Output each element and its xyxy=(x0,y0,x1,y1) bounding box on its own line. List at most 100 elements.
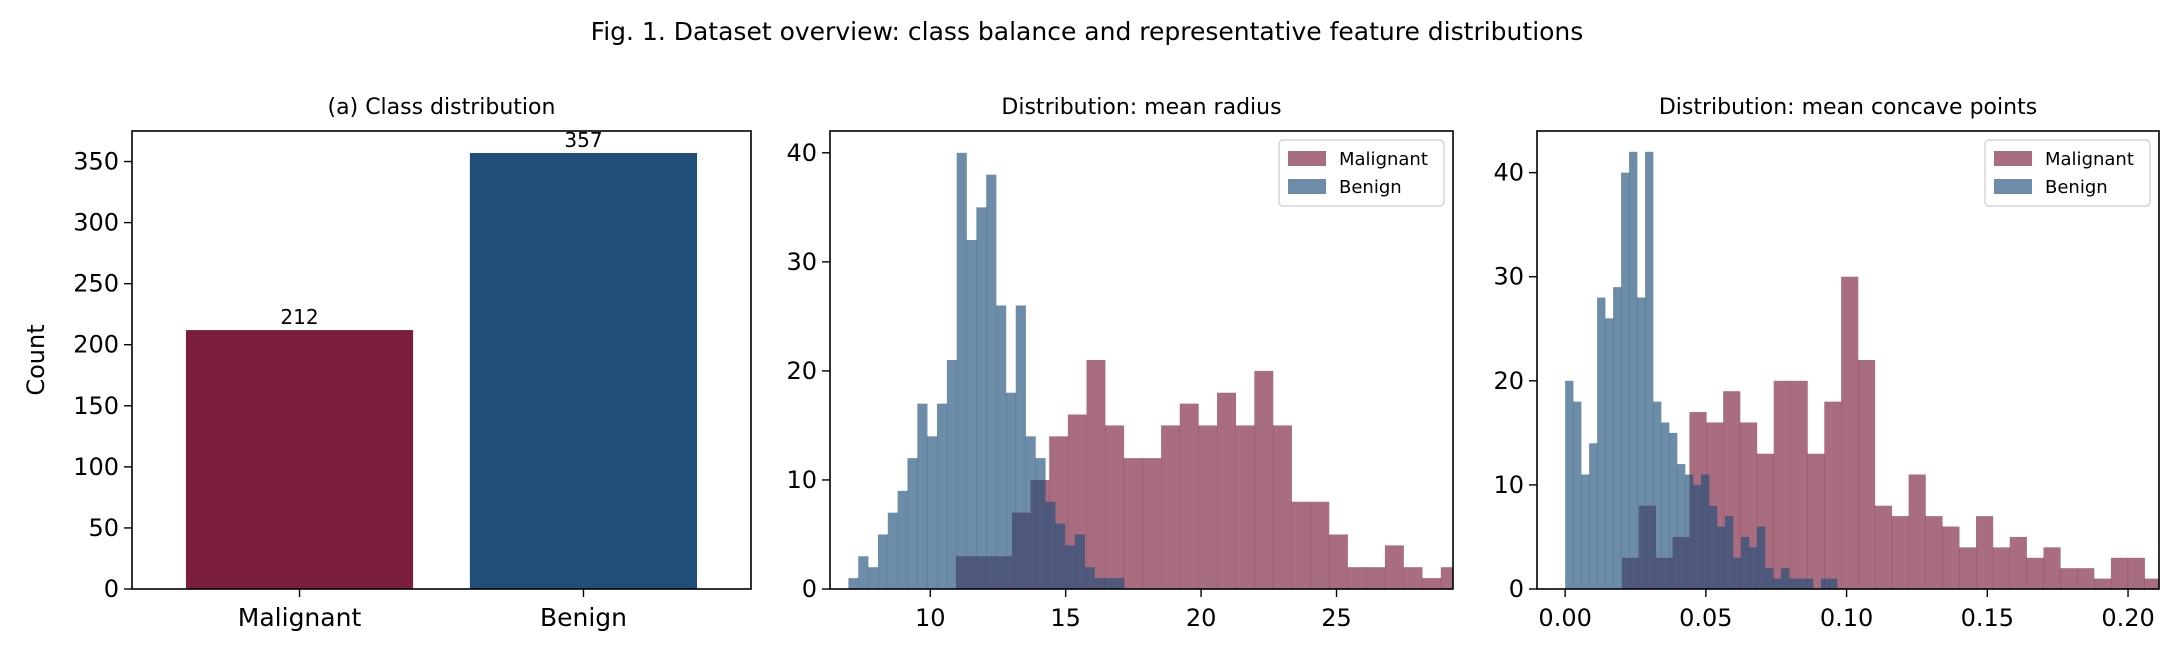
hist-bar-malignant xyxy=(1992,547,2011,589)
hist-bar-benign xyxy=(1804,578,1814,589)
hist-bar-malignant xyxy=(1142,458,1162,589)
hist-bar-benign xyxy=(1733,557,1742,589)
hist-bar-malignant xyxy=(2110,557,2129,589)
hist-bar-benign xyxy=(1677,464,1686,589)
x-tick-label: Malignant xyxy=(238,603,362,632)
hist-bar-malignant xyxy=(1942,526,1960,589)
hist-bar-benign xyxy=(1764,568,1774,589)
hist-bar-benign xyxy=(1788,578,1798,589)
hist-bar-benign xyxy=(1669,432,1678,589)
hist-bar-malignant xyxy=(1291,501,1311,589)
hist-bar-benign xyxy=(1084,567,1095,589)
hist-bar-benign xyxy=(1045,501,1056,589)
hist-bar-malignant xyxy=(2009,536,2027,589)
y-tick-label: 50 xyxy=(88,514,119,542)
hist-bar-malignant xyxy=(1254,370,1274,589)
legend-label-malignant: Malignant xyxy=(2045,149,2134,170)
x-tick-label: 15 xyxy=(1050,604,1081,632)
hist-bar-benign xyxy=(897,490,908,589)
hist-bar-malignant xyxy=(2043,547,2061,589)
series-benign xyxy=(1565,151,1838,589)
hist-bar-malignant xyxy=(1086,360,1106,589)
hist-bar-benign xyxy=(1581,474,1590,589)
x-tick-label: 0.15 xyxy=(1961,604,2014,632)
hist-bar-malignant xyxy=(2026,557,2044,589)
hist-bar-malignant xyxy=(1440,567,1453,589)
mean-radius-subplot: 10 15 20 25 0 10 20 30 40 Distribution: mean radi… xyxy=(786,95,1478,632)
hist-bar-benign xyxy=(907,458,918,589)
y-tick-label: 20 xyxy=(786,357,817,385)
hist-bar-benign xyxy=(1589,443,1598,589)
y-tick-label: 20 xyxy=(1493,367,1524,395)
legend-swatch-malignant xyxy=(1994,151,2032,166)
bar-value-label: 212 xyxy=(280,305,318,329)
hist-bar-benign xyxy=(877,534,889,589)
y-tick-label: 0 xyxy=(1509,575,1524,603)
hist-bar-benign xyxy=(1740,536,1750,589)
hist-bar-benign xyxy=(1055,523,1066,589)
hist-bar-malignant xyxy=(1347,567,1367,589)
hist-bar-benign xyxy=(996,305,1007,589)
hist-bar-benign xyxy=(1685,474,1694,589)
bar-malignant xyxy=(185,330,414,589)
hist-bar-malignant xyxy=(1217,392,1236,589)
class-distribution-subplot: 212 Malignant 357 Benign 0 50 100 150 200 250 300 3… xyxy=(22,95,752,632)
subplot-title: Distribution: mean concave points xyxy=(1659,95,2037,120)
hist-bar-malignant xyxy=(1272,425,1292,589)
y-tick-label: 0 xyxy=(802,575,817,603)
hist-bar-malignant xyxy=(2094,578,2112,589)
y-tick-label: 100 xyxy=(73,453,119,481)
hist-bar-malignant xyxy=(1841,276,1859,589)
y-tick-label: 150 xyxy=(73,392,119,420)
hist-bar-benign xyxy=(1573,401,1582,589)
hist-bar-benign xyxy=(1725,516,1734,589)
hist-bar-malignant xyxy=(1807,453,1825,589)
hist-bar-benign xyxy=(1661,422,1670,589)
hist-bar-benign xyxy=(1748,547,1758,589)
y-tick-label: 10 xyxy=(786,466,817,494)
hist-bar-benign xyxy=(858,556,869,589)
x-tick-label: 10 xyxy=(915,604,946,632)
hist-bar-malignant xyxy=(2144,578,2159,589)
figure-title: Fig. 1. Dataset overview: class balance … xyxy=(591,17,1584,46)
y-tick-label: 10 xyxy=(1493,471,1524,499)
hist-bar-malignant xyxy=(2127,557,2145,589)
hist-bar-benign xyxy=(1605,318,1614,589)
mean-concave-points-subplot: 0.00 0.05 0.10 0.15 0.20 0 10 20 30 40 Distributio… xyxy=(1493,95,2160,632)
hist-bar-benign xyxy=(1645,151,1654,589)
subplot-title: Distribution: mean radius xyxy=(1001,95,1281,120)
hist-bar-malignant xyxy=(2077,568,2095,589)
hist-bar-malignant xyxy=(1403,567,1423,589)
legend: Malignant Benign xyxy=(1984,139,2151,207)
hist-bar-benign xyxy=(1780,568,1790,589)
legend: Malignant Benign xyxy=(1278,139,1445,207)
hist-bar-benign xyxy=(1701,474,1710,589)
hist-bar-malignant xyxy=(1773,380,1791,589)
hist-bar-benign xyxy=(1074,534,1085,589)
hist-bar-benign xyxy=(1629,151,1638,589)
hist-bar-benign xyxy=(1621,172,1630,589)
y-tick-label: 300 xyxy=(73,209,119,237)
hist-bar-benign xyxy=(1114,578,1125,589)
subplots: 212Malignant357Benign0501001502002503003… xyxy=(22,95,2160,632)
hist-bar-benign xyxy=(1772,578,1782,589)
axes-frame xyxy=(1536,130,2160,590)
hist-bar-benign xyxy=(1709,505,1718,589)
legend-swatch-benign xyxy=(1994,179,2032,194)
hist-bar-malignant xyxy=(1161,425,1181,589)
hist-bar-malignant xyxy=(2060,568,2078,589)
hist-bar-malignant xyxy=(1790,380,1808,589)
legend-swatch-benign xyxy=(1288,179,1326,194)
hist-bar-malignant xyxy=(1891,516,1909,589)
bar-value-label: 357 xyxy=(564,128,602,152)
hist-bar-benign xyxy=(986,174,997,589)
hist-bar-benign xyxy=(1094,578,1105,589)
plot-area xyxy=(1565,151,2159,589)
hist-bar-malignant xyxy=(1179,403,1199,589)
hist-bar-malignant xyxy=(1459,567,1478,589)
hist-bar-benign xyxy=(1820,578,1830,589)
series-benign xyxy=(848,152,1125,589)
hist-bar-benign xyxy=(956,152,967,589)
hist-bar-malignant xyxy=(1123,458,1143,589)
hist-bar-malignant xyxy=(1328,534,1348,589)
